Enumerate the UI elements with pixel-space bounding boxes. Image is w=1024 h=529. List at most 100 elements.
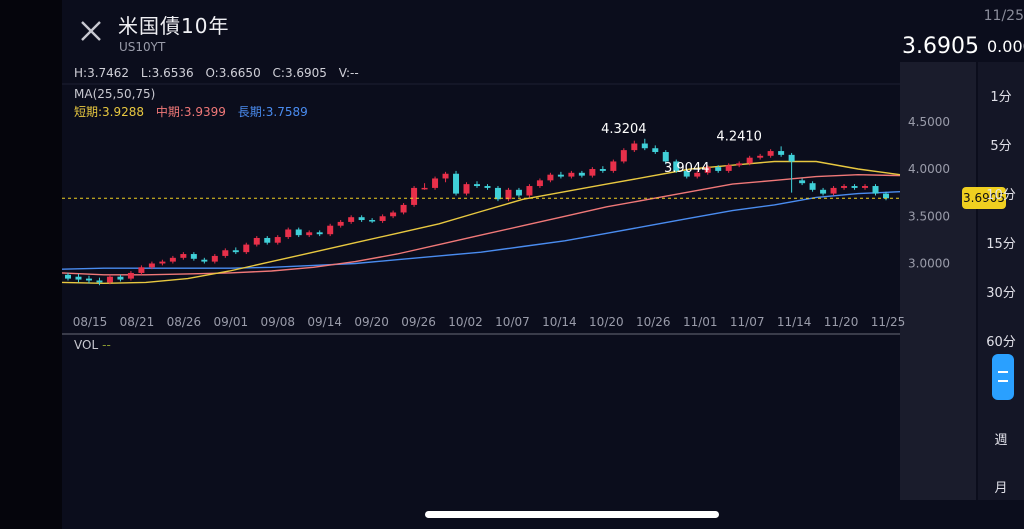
candle-body [379, 216, 386, 221]
candle-body [222, 250, 229, 256]
current-price: 3.6905 [902, 34, 979, 59]
candle-body [778, 151, 785, 155]
x-tick-label: 11/20 [824, 315, 859, 329]
candle-body [295, 229, 302, 236]
timeframe-0[interactable]: 1分 [990, 90, 1012, 105]
x-tick-label: 09/20 [354, 315, 389, 329]
candle-body [232, 250, 239, 253]
candle-body [369, 220, 376, 222]
volume-value: V:-- [338, 66, 359, 80]
x-tick-label: 10/07 [495, 315, 530, 329]
ma-long-line [62, 191, 901, 270]
candle-body [106, 276, 113, 283]
candle-body [400, 204, 407, 213]
candle-body [841, 186, 848, 188]
candle-body [474, 184, 480, 187]
price-axis-panel [900, 62, 976, 500]
candle-body [694, 172, 701, 177]
y-tick-label: 3.0000 [908, 256, 950, 270]
candle-body [138, 267, 145, 273]
candle-body [620, 150, 627, 162]
page-title: 米国債10年 [118, 14, 230, 38]
candle-body [243, 244, 250, 253]
ma-short-value: 短期:3.9288 [74, 105, 145, 119]
candle-body [180, 254, 187, 258]
candle-body [337, 221, 344, 226]
candle-body [641, 143, 648, 149]
close-icon[interactable] [76, 16, 106, 46]
candle-body [117, 276, 124, 280]
candle-body [453, 173, 460, 194]
candle-body [578, 172, 585, 176]
candle-body [285, 229, 292, 238]
ma-mid-line [62, 173, 901, 276]
candle-body [652, 148, 659, 153]
candle-body [757, 155, 764, 158]
candle-body [316, 232, 323, 235]
candle-body [390, 212, 397, 217]
y-tick-label: 4.0000 [908, 162, 950, 176]
candle-body [589, 169, 596, 176]
candle-body [253, 237, 260, 245]
close-value: C:3.6905 [272, 66, 327, 80]
x-tick-label: 08/15 [73, 315, 108, 329]
candle-body [327, 225, 334, 235]
timeframe-4[interactable]: 30分 [986, 286, 1016, 301]
candle-body [75, 276, 82, 280]
candle-body [662, 152, 669, 162]
candle-body [169, 257, 176, 262]
timeframe-3[interactable]: 15分 [986, 237, 1016, 252]
home-indicator[interactable] [425, 511, 719, 518]
timeframe-scroll-handle[interactable] [992, 354, 1014, 400]
handle-grip-line [998, 371, 1008, 373]
volume-label-text: VOL [74, 338, 99, 352]
x-tick-label: 09/08 [260, 315, 295, 329]
open-value: O:3.6650 [205, 66, 261, 80]
candle-body [65, 274, 71, 279]
x-tick-label: 10/02 [448, 315, 483, 329]
candle-body [411, 187, 418, 205]
candle-body [715, 167, 722, 171]
candle-body [484, 186, 491, 188]
candle-body [851, 186, 858, 188]
timeframe-5[interactable]: 60分 [986, 335, 1016, 350]
candle-body [348, 217, 355, 222]
candle-body [883, 193, 889, 199]
x-tick-label: 10/20 [589, 315, 624, 329]
y-tick-label: 4.5000 [908, 115, 950, 129]
candle-body [96, 280, 103, 283]
candle-body [568, 172, 575, 177]
candle-body [442, 173, 449, 179]
candle-body [306, 232, 313, 236]
timeframe-8[interactable]: 月 [994, 481, 1008, 496]
candle-body [494, 187, 501, 200]
x-tick-label: 09/26 [401, 315, 436, 329]
candle-body [872, 186, 879, 194]
candle-body [358, 217, 365, 221]
candle-body [148, 263, 155, 268]
app-frame: 米国債10年 US10YT 11/25 3.6905 0.000 H:3.746… [62, 0, 1024, 529]
x-tick-label: 10/14 [542, 315, 577, 329]
candle-body [683, 170, 690, 177]
candle-body [610, 161, 617, 171]
timeframe-1[interactable]: 5分 [990, 139, 1012, 154]
ma-mid-value: 中期:3.9399 [155, 105, 226, 119]
candle-body [526, 186, 533, 196]
timeframe-7[interactable]: 週 [994, 433, 1008, 448]
x-tick-label: 11/14 [777, 315, 812, 329]
header-date: 11/25 [983, 8, 1024, 24]
candle-body [211, 255, 218, 262]
ma-title: MA(25,50,75) [74, 87, 156, 101]
symbol-code: US10YT [119, 40, 166, 54]
timeframe-2[interactable]: 10分 [986, 188, 1016, 203]
candle-body [557, 174, 564, 177]
candle-body [547, 174, 554, 181]
timeframe-panel [978, 62, 1024, 500]
candle-body [274, 237, 281, 243]
volume-dash: -- [102, 338, 111, 352]
x-tick-label: 11/07 [730, 315, 765, 329]
candle-body [515, 189, 522, 196]
candlestick-chart[interactable]: 3.0000 3.5000 4.0000 4.5000 08/15 08/21 08/26 0… [62, 0, 1024, 529]
candle-body [127, 272, 134, 279]
x-tick-label: 09/14 [307, 315, 342, 329]
